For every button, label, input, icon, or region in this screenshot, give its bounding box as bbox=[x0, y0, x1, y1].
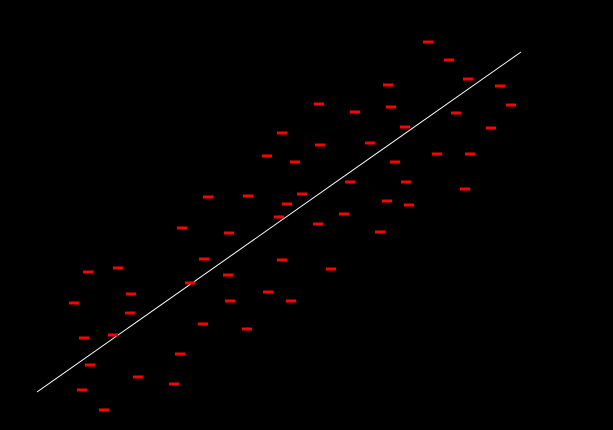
point bbox=[225, 299, 235, 303]
point bbox=[350, 110, 360, 114]
point bbox=[83, 270, 93, 274]
point bbox=[277, 258, 287, 262]
point bbox=[375, 230, 385, 234]
point bbox=[77, 388, 87, 392]
point bbox=[282, 202, 292, 206]
point bbox=[432, 152, 442, 156]
point bbox=[390, 160, 400, 164]
point bbox=[297, 192, 307, 196]
point bbox=[223, 273, 233, 277]
point bbox=[451, 111, 461, 115]
point bbox=[315, 143, 325, 147]
point bbox=[177, 226, 187, 230]
point bbox=[386, 105, 396, 109]
point bbox=[286, 299, 296, 303]
point bbox=[465, 152, 475, 156]
point bbox=[69, 301, 79, 305]
point bbox=[185, 281, 195, 285]
point bbox=[85, 363, 95, 367]
point bbox=[242, 327, 252, 331]
point bbox=[423, 40, 433, 44]
point bbox=[400, 125, 410, 129]
point bbox=[274, 215, 284, 219]
point bbox=[243, 194, 253, 198]
point bbox=[382, 199, 392, 203]
point bbox=[401, 180, 411, 184]
point bbox=[224, 231, 234, 235]
point bbox=[460, 187, 470, 191]
point bbox=[313, 222, 323, 226]
point bbox=[203, 195, 213, 199]
point bbox=[79, 336, 89, 340]
point bbox=[404, 203, 414, 207]
point bbox=[263, 290, 273, 294]
point bbox=[444, 58, 454, 62]
point bbox=[345, 180, 355, 184]
point bbox=[277, 131, 287, 135]
point bbox=[169, 382, 179, 386]
point bbox=[125, 311, 135, 315]
point bbox=[262, 154, 272, 158]
point bbox=[175, 352, 185, 356]
point bbox=[290, 160, 300, 164]
point bbox=[126, 292, 136, 296]
point bbox=[506, 103, 516, 107]
point bbox=[383, 83, 393, 87]
point bbox=[486, 126, 496, 130]
point bbox=[99, 408, 109, 412]
point bbox=[198, 322, 208, 326]
point bbox=[495, 84, 505, 88]
point bbox=[339, 212, 349, 216]
point bbox=[113, 266, 123, 270]
point bbox=[199, 257, 209, 261]
point bbox=[108, 333, 118, 337]
point bbox=[463, 77, 473, 81]
point bbox=[133, 375, 143, 379]
point bbox=[326, 267, 336, 271]
point bbox=[314, 102, 324, 106]
point bbox=[365, 141, 375, 145]
